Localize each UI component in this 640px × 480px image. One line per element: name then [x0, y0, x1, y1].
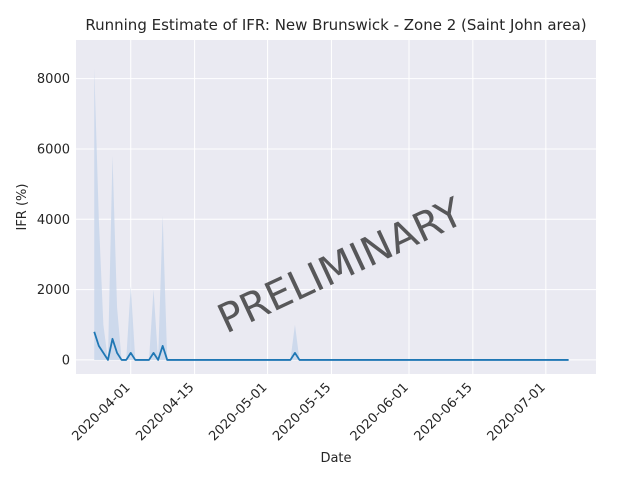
y-tick-label: 6000: [37, 142, 70, 157]
x-tick-label: 2020-05-01: [206, 380, 270, 444]
y-tick-label: 4000: [37, 213, 70, 228]
y-tick-labels: 0 2000 4000 6000 8000: [37, 72, 70, 368]
y-tick-label: 2000: [37, 283, 70, 298]
y-tick-label: 0: [62, 353, 70, 368]
x-tick-label: 2020-04-01: [70, 380, 134, 444]
x-tick-label: 2020-05-15: [270, 380, 334, 444]
x-tick-label: 2020-06-01: [348, 380, 412, 444]
x-tick-label: 2020-07-01: [485, 380, 549, 444]
x-axis-label: Date: [320, 451, 351, 466]
y-axis-label: IFR (%): [15, 184, 30, 231]
ifr-series-line: [93, 331, 569, 361]
x-tick-label: 2020-04-15: [133, 380, 197, 444]
chart-title: Running Estimate of IFR: New Brunswick -…: [85, 16, 586, 34]
x-tick-labels: 2020-04-01 2020-04-15 2020-05-01 2020-05-15…: [70, 380, 549, 444]
y-tick-label: 8000: [37, 72, 70, 87]
x-tick-label: 2020-06-15: [412, 380, 476, 444]
